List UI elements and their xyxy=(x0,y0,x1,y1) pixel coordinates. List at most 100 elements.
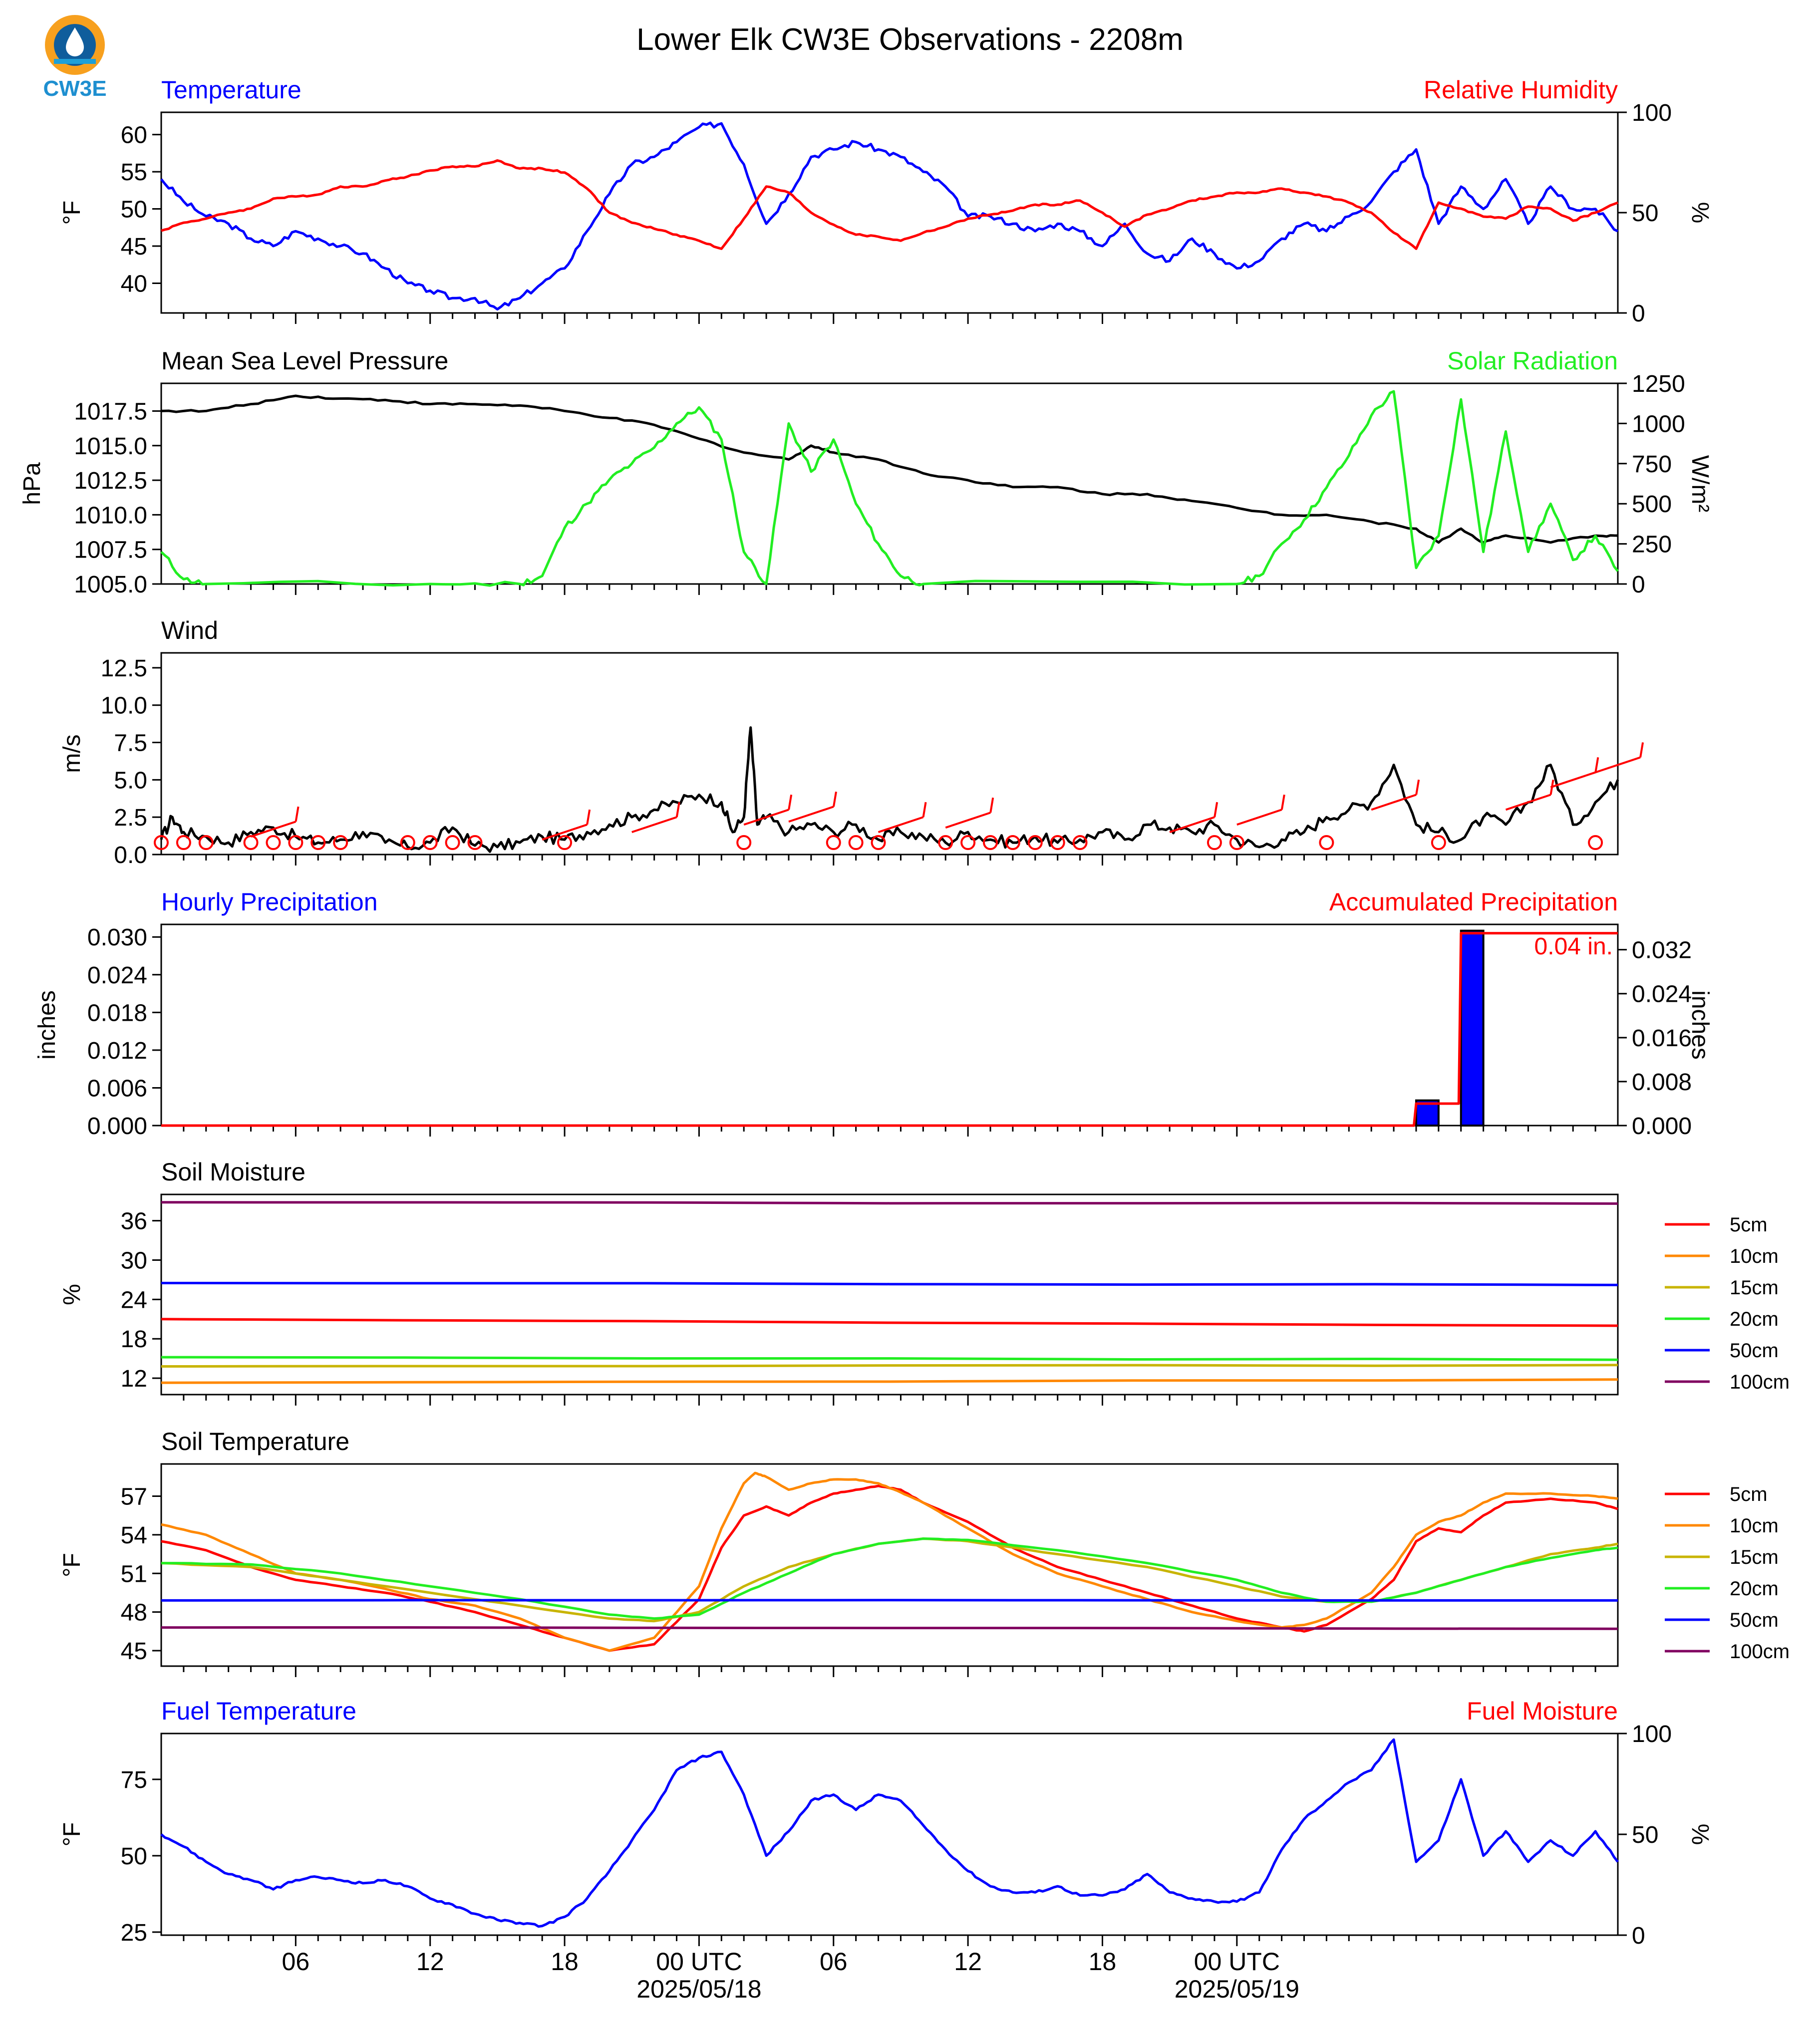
series-line-temperature xyxy=(160,121,1619,311)
wind-barb xyxy=(1550,771,1596,789)
plot-frame xyxy=(160,1193,1619,1396)
y-axis-label: °F xyxy=(59,201,85,225)
wind-barb-flag xyxy=(922,802,927,818)
wind-barb-flag xyxy=(833,791,837,807)
series-line-50cm xyxy=(161,1599,1618,1602)
y-tick-label: 1017.5 xyxy=(74,398,147,425)
y2-tick-label: 750 xyxy=(1632,451,1672,478)
calm-wind-marker xyxy=(1050,835,1065,851)
time-tick-label: 12 xyxy=(416,1948,444,1976)
accumulated-precip-line xyxy=(161,932,1618,1127)
series-line-20cm xyxy=(161,1356,1618,1361)
legend-label: 5cm xyxy=(1730,1214,1768,1236)
wind-barb xyxy=(1595,756,1641,774)
y-axis-label: °F xyxy=(59,1822,85,1847)
legend-label: 100cm xyxy=(1730,1641,1790,1663)
panels: Temperature Relative Humidity 40 45 50 55 60 0 5… xyxy=(19,76,1790,2003)
calm-wind-marker xyxy=(1319,835,1334,851)
calm-wind-marker xyxy=(400,835,415,851)
y-tick-label: 0.006 xyxy=(87,1075,147,1102)
cw3e-logo: CW3E xyxy=(43,15,107,101)
panel-title-right: Fuel Moisture xyxy=(1467,1697,1618,1725)
calm-wind-marker xyxy=(1005,835,1020,851)
y2-tick-label: 0.032 xyxy=(1632,937,1692,964)
y-tick-label: 1007.5 xyxy=(74,537,147,564)
calm-wind-marker xyxy=(1229,835,1244,851)
y-tick-label: 54 xyxy=(121,1522,147,1549)
series-line-10cm xyxy=(161,1378,1618,1384)
y-tick-label: 48 xyxy=(121,1600,147,1626)
panel-title-left: Soil Moisture xyxy=(161,1158,305,1186)
y2-tick-label: 50 xyxy=(1632,1822,1658,1848)
y2-tick-label: 0.008 xyxy=(1632,1069,1692,1096)
calm-wind-marker xyxy=(826,835,841,851)
series-line-fuel-temperature xyxy=(160,1738,1619,1928)
y2-tick-label: 0.000 xyxy=(1632,1113,1692,1140)
panel-title-left: Fuel Temperature xyxy=(161,1697,356,1725)
plot-frame xyxy=(160,382,1619,585)
time-tick-label: 00 UTC xyxy=(656,1948,742,1976)
y-tick-label: 45 xyxy=(121,1638,147,1665)
wind-barb-flag xyxy=(1213,802,1218,818)
calm-wind-marker xyxy=(198,835,214,851)
y-tick-label: 12 xyxy=(121,1366,147,1392)
logo-text: CW3E xyxy=(43,76,106,101)
plot-frame xyxy=(160,923,1619,1127)
legend-label: 10cm xyxy=(1730,1515,1779,1537)
time-tick-label: 12 xyxy=(954,1948,982,1976)
legend-label: 50cm xyxy=(1730,1340,1779,1362)
y-tick-label: 2.5 xyxy=(114,805,147,831)
panel-soil_temp: Soil Temperature 45 48 51 54 57 °F 5cm 10cm 15cm 2… xyxy=(59,1428,1790,1677)
calm-wind-marker xyxy=(422,835,438,851)
y-tick-label: 60 xyxy=(121,122,147,149)
y-axis-label: inches xyxy=(34,990,60,1060)
y-tick-label: 0.018 xyxy=(87,1000,147,1026)
calm-wind-marker xyxy=(557,835,573,851)
legend-label: 100cm xyxy=(1730,1371,1790,1393)
y-axis-label: °F xyxy=(59,1553,85,1577)
panel-title-right: Relative Humidity xyxy=(1424,76,1618,104)
wind-barb xyxy=(1371,794,1417,811)
wind-barb-flag xyxy=(1594,757,1599,773)
y2-tick-label: 500 xyxy=(1632,491,1672,518)
y-tick-label: 1012.5 xyxy=(74,468,147,494)
series-line-5cm xyxy=(161,1318,1618,1327)
wind-barb xyxy=(743,809,789,826)
panel-title-right: Accumulated Precipitation xyxy=(1329,888,1618,916)
wind-barb-flag xyxy=(586,809,591,825)
series-line-100cm xyxy=(161,1626,1618,1630)
legend-label: 5cm xyxy=(1730,1483,1768,1505)
calm-wind-marker xyxy=(333,835,348,851)
legend-label: 20cm xyxy=(1730,1308,1779,1330)
time-tick-label: 18 xyxy=(1089,1948,1117,1976)
legend-label: 20cm xyxy=(1730,1578,1779,1600)
wind-barb xyxy=(1236,809,1282,826)
time-tick-label: 00 UTC xyxy=(1194,1948,1280,1976)
series-line-10cm xyxy=(161,1471,1618,1652)
wind-barb xyxy=(945,812,991,829)
time-tick-label: 06 xyxy=(820,1948,848,1976)
y-tick-label: 25 xyxy=(121,1920,147,1946)
y2-axis-label: W/m² xyxy=(1687,455,1713,513)
legend-label: 10cm xyxy=(1730,1245,1779,1267)
y-tick-label: 1010.0 xyxy=(74,502,147,529)
logo-drop-icon xyxy=(66,27,84,56)
series-line-5cm xyxy=(161,1484,1618,1652)
y-axis-label: % xyxy=(59,1284,85,1305)
calm-wind-marker xyxy=(960,835,976,851)
legend-label: 50cm xyxy=(1730,1609,1779,1631)
y-tick-label: 10.0 xyxy=(101,693,147,719)
wind-barb xyxy=(631,816,677,834)
accumulated-label: 0.04 in. xyxy=(1534,933,1613,960)
calm-wind-marker xyxy=(154,835,169,851)
legend-label: 15cm xyxy=(1730,1277,1779,1299)
calm-wind-marker xyxy=(176,835,191,851)
panel-precip: Hourly Precipitation Accumulated Precipit… xyxy=(34,888,1713,1140)
y2-tick-label: 0 xyxy=(1632,300,1645,327)
series-line-mean-sea-level-pressure xyxy=(161,394,1618,544)
date-label: 2025/05/19 xyxy=(1175,1975,1299,2003)
calm-wind-marker xyxy=(445,835,460,851)
panel-title-left: Wind xyxy=(161,616,218,644)
plot-frame xyxy=(160,652,1619,856)
